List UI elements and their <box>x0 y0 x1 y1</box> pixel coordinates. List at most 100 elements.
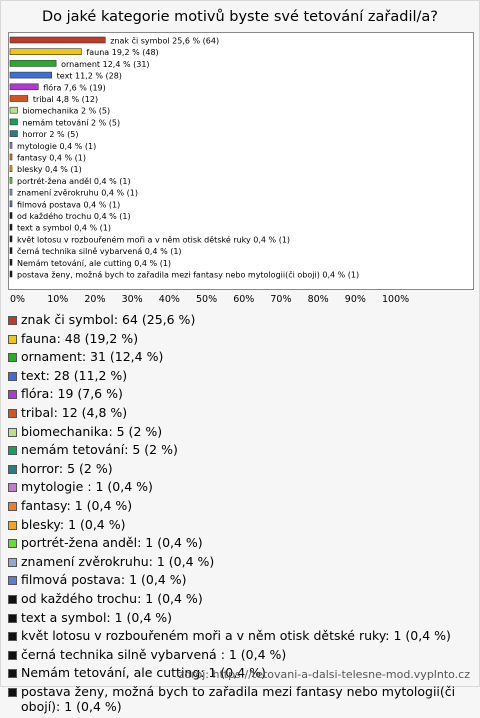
legend: znak či symbol: 64 (25,6 %) fauna: 48 (19… <box>8 312 478 718</box>
legend-item-12: blesky: 1 (0,4 %) <box>8 517 478 532</box>
bar-5 <box>10 84 38 90</box>
legend-label: znak či symbol: 64 (25,6 %) <box>21 312 195 327</box>
legend-label: květ lotosu v rozbouřeném moři a v něm o… <box>21 628 451 643</box>
x-tick-label: 20% <box>84 294 105 305</box>
x-tick-label: 10% <box>47 294 68 305</box>
chart-title: Do jaké kategorie motivů byste své tetov… <box>0 9 480 25</box>
legend-label: text: 28 (11,2 %) <box>21 368 127 383</box>
bar-1 <box>10 37 105 43</box>
bar-19 <box>10 248 12 254</box>
legend-label: fantasy: 1 (0,4 %) <box>21 498 132 513</box>
bar-2 <box>10 49 81 55</box>
x-tick-label: 60% <box>233 294 254 305</box>
bar-21 <box>10 271 12 277</box>
legend-swatch <box>8 428 17 437</box>
legend-label: ornament: 31 (12,4 %) <box>21 349 163 364</box>
legend-swatch <box>8 316 17 325</box>
bar-11 <box>10 154 12 160</box>
legend-item-18: květ lotosu v rozbouřeném moři a v něm o… <box>8 628 478 643</box>
bar-label-20: Nemám tetování, ale cutting 0,4 % (1) <box>17 259 171 268</box>
bar-4 <box>10 72 52 78</box>
bar-10 <box>10 142 12 148</box>
legend-label: postava ženy, možná bych to zařadila mez… <box>21 684 455 714</box>
bar-label-8: nemám tetování 2 % (5) <box>22 118 120 127</box>
legend-item-7: biomechanika: 5 (2 %) <box>8 424 478 439</box>
legend-swatch <box>8 390 17 399</box>
legend-label: mytologie : 1 (0,4 %) <box>21 479 153 494</box>
bar-chart-svg: znak či symbol 25,6 % (64)fauna 19,2 % (… <box>9 33 473 289</box>
bar-label-16: od každého trochu 0,4 % (1) <box>17 211 131 221</box>
legend-swatch <box>8 614 17 623</box>
bar-label-5: flóra 7,6 % (19) <box>43 82 106 92</box>
legend-label: text a symbol: 1 (0,4 %) <box>21 610 172 625</box>
legend-swatch <box>8 483 17 492</box>
x-tick-label: 70% <box>270 294 291 305</box>
x-axis: 0%10%20%30%40%50%60%70%80%90%100% <box>0 291 480 307</box>
legend-item-14: znamení zvěrokruhu: 1 (0,4 %) <box>8 554 478 569</box>
legend-label: flóra: 19 (7,6 %) <box>21 386 123 401</box>
legend-swatch <box>8 465 17 474</box>
x-tick-label: 90% <box>345 294 366 305</box>
bar-label-19: černá technika silně vybarvená 0,4 % (1) <box>17 246 182 256</box>
legend-item-6: tribal: 12 (4,8 %) <box>8 405 478 420</box>
legend-label: černá technika silně vybarvená : 1 (0,4 … <box>21 647 286 662</box>
legend-item-2: fauna: 48 (19,2 %) <box>8 331 478 346</box>
legend-label: blesky: 1 (0,4 %) <box>21 517 126 532</box>
legend-swatch <box>8 576 17 585</box>
legend-label: biomechanika: 5 (2 %) <box>21 424 162 439</box>
legend-item-11: fantasy: 1 (0,4 %) <box>8 498 478 513</box>
bar-3 <box>10 60 56 66</box>
bar-8 <box>10 119 17 125</box>
legend-item-5: flóra: 19 (7,6 %) <box>8 386 478 401</box>
bar-label-7: biomechanika 2 % (5) <box>22 107 110 116</box>
legend-label: fauna: 48 (19,2 %) <box>21 331 138 346</box>
bar-label-13: portrét-žena anděl 0,4 % (1) <box>17 176 131 186</box>
legend-label: znamení zvěrokruhu: 1 (0,4 %) <box>21 554 214 569</box>
x-tick-label: 50% <box>196 294 217 305</box>
bar-13 <box>10 177 12 183</box>
bar-label-4: text 11,2 % (28) <box>57 72 122 81</box>
legend-swatch <box>8 669 17 678</box>
legend-swatch <box>8 502 17 511</box>
legend-swatch <box>8 632 17 641</box>
x-tick-label: 100% <box>382 294 409 305</box>
legend-label: tribal: 12 (4,8 %) <box>21 405 127 420</box>
x-tick-label: 0% <box>10 294 25 305</box>
legend-item-16: od každého trochu: 1 (0,4 %) <box>8 591 478 606</box>
legend-label: portrét-žena anděl: 1 (0,4 %) <box>21 535 203 550</box>
legend-swatch <box>8 539 17 548</box>
bar-label-17: text a symbol 0,4 % (1) <box>17 224 111 233</box>
legend-label: filmová postava: 1 (0,4 %) <box>21 572 187 587</box>
bar-17 <box>10 224 12 230</box>
legend-swatch <box>8 409 17 418</box>
bar-label-18: květ lotosu v rozbouřeném moři a v něm o… <box>17 234 290 244</box>
legend-item-9: horror: 5 (2 %) <box>8 461 478 476</box>
legend-item-4: text: 28 (11,2 %) <box>8 368 478 383</box>
bar-20 <box>10 259 12 265</box>
legend-swatch <box>8 558 17 567</box>
x-tick-label: 40% <box>159 294 180 305</box>
bar-label-9: horror 2 % (5) <box>22 130 78 139</box>
legend-item-10: mytologie : 1 (0,4 %) <box>8 479 478 494</box>
legend-swatch <box>8 595 17 604</box>
legend-label: od každého trochu: 1 (0,4 %) <box>21 591 203 606</box>
plot-area: znak či symbol 25,6 % (64)fauna 19,2 % (… <box>8 32 474 290</box>
bar-18 <box>10 236 12 242</box>
bar-7 <box>10 107 17 113</box>
legend-label: nemám tetování: 5 (2 %) <box>21 442 178 457</box>
legend-item-21: postava ženy, možná bych to zařadila mez… <box>8 684 478 715</box>
bar-label-10: mytologie 0,4 % (1) <box>17 142 96 151</box>
bar-12 <box>10 166 12 172</box>
bar-label-6: tribal 4,8 % (12) <box>33 95 98 104</box>
bar-label-11: fantasy 0,4 % (1) <box>17 154 86 163</box>
legend-item-3: ornament: 31 (12,4 %) <box>8 349 478 364</box>
legend-item-8: nemám tetování: 5 (2 %) <box>8 442 478 457</box>
legend-item-19: černá technika silně vybarvená : 1 (0,4 … <box>8 647 478 662</box>
bar-9 <box>10 131 17 137</box>
bar-label-3: ornament 12,4 % (31) <box>61 60 149 69</box>
bar-label-1: znak či symbol 25,6 % (64) <box>110 36 219 46</box>
legend-label: horror: 5 (2 %) <box>21 461 113 476</box>
bar-label-15: filmová postava 0,4 % (1) <box>17 200 120 209</box>
legend-item-17: text a symbol: 1 (0,4 %) <box>8 610 478 625</box>
source-text: zdroj: https://tetovani-a-dalsi-telesne-… <box>178 668 470 681</box>
